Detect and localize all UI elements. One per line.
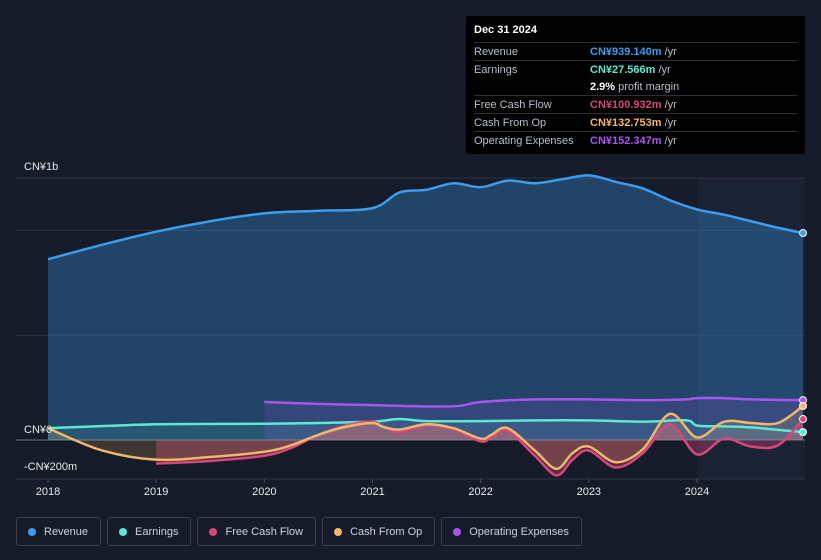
x-tick-label: 2020 <box>252 486 276 498</box>
tooltip-label: Free Cash Flow <box>474 98 552 111</box>
tooltip-value: CN¥100.932m <box>590 98 662 111</box>
tooltip-value: 2.9% <box>590 80 616 93</box>
legend-item-revenue[interactable]: Revenue <box>16 517 102 546</box>
cash-from-op-line <box>47 404 804 471</box>
legend-dot-icon <box>209 527 218 536</box>
operating-expenses-line <box>264 396 804 408</box>
x-tick-label: 2021 <box>360 486 384 498</box>
y-tick-label: CN¥0 <box>24 424 52 436</box>
tooltip-label: Revenue <box>474 45 519 58</box>
legend-dot-icon <box>28 527 36 536</box>
y-tick-label: -CN¥200m <box>24 461 77 473</box>
legend-label: Operating Expenses <box>469 525 569 538</box>
legend-item-free-cash-flow[interactable]: Free Cash Flow <box>197 517 317 546</box>
legend-item-operating-expenses[interactable]: Operating Expenses <box>441 517 582 546</box>
tooltip-unit: /yr <box>664 45 677 58</box>
tooltip-row: Operating Expenses CN¥152.347m/yr <box>474 131 797 149</box>
tooltip-value: CN¥152.347m <box>590 134 662 147</box>
tooltip-panel: Dec 31 2024 Revenue CN¥939.140m/yr Earning… <box>466 16 805 154</box>
tooltip-row: Earnings CN¥27.566m/yr <box>474 60 797 78</box>
chart-area: CN¥1b CN¥0 -CN¥200m 2018 2019 2020 2021 2022 20… <box>16 161 808 498</box>
tooltip-unit: /yr <box>658 63 671 76</box>
tooltip-unit: /yr <box>664 134 677 147</box>
legend-dot-icon <box>119 527 128 536</box>
legend-dot-icon <box>334 527 343 536</box>
legend-item-cash-from-op[interactable]: Cash From Op <box>322 517 436 546</box>
cash-from-op-area <box>48 405 804 469</box>
legend-label: Free Cash Flow <box>225 525 304 538</box>
tooltip-label: Operating Expenses <box>474 134 574 147</box>
legend-label: Earnings <box>135 525 179 538</box>
x-tick-label: 2024 <box>685 486 709 498</box>
revenue-endpoint <box>799 229 808 238</box>
forecast-region <box>697 178 805 479</box>
tooltip-value: CN¥939.140m <box>590 45 662 58</box>
tooltip-row: Cash From Op CN¥132.753m/yr <box>474 113 797 131</box>
x-tick-label: 2023 <box>577 486 601 498</box>
tooltip-row: Free Cash Flow CN¥100.932m/yr <box>474 95 797 113</box>
revenue-area <box>48 175 804 440</box>
earnings-endpoint <box>799 428 808 437</box>
tooltip-value: CN¥132.753m <box>590 116 662 129</box>
x-tick-label: 2018 <box>36 486 60 498</box>
earnings-line <box>47 417 804 434</box>
tooltip-unit: profit margin <box>618 80 680 93</box>
tooltip-row: 2.9% profit margin <box>474 78 797 95</box>
tooltip-row: Revenue CN¥939.140m/yr <box>474 42 797 60</box>
tooltip-date: Dec 31 2024 <box>474 24 537 36</box>
tooltip-label: Cash From Op <box>474 116 547 129</box>
x-tick-label: 2022 <box>468 486 492 498</box>
free-cash-flow-endpoint <box>799 415 808 424</box>
y-tick-label: CN¥1b <box>24 161 58 173</box>
x-tick-label: 2019 <box>144 486 168 498</box>
legend-label: Revenue <box>44 525 89 538</box>
legend-dot-icon <box>453 527 462 536</box>
tooltip-unit: /yr <box>664 116 677 129</box>
tooltip-value: CN¥27.566m <box>590 63 656 76</box>
legend: Revenue Earnings Free Cash Flow Cash From O… <box>16 517 582 546</box>
revenue-line <box>47 174 804 261</box>
legend-item-earnings[interactable]: Earnings <box>107 517 192 546</box>
tooltip-unit: /yr <box>664 98 677 111</box>
tooltip-label: Earnings <box>474 63 518 76</box>
legend-label: Cash From Op <box>350 525 423 538</box>
cash-from-op-endpoint <box>799 401 808 410</box>
